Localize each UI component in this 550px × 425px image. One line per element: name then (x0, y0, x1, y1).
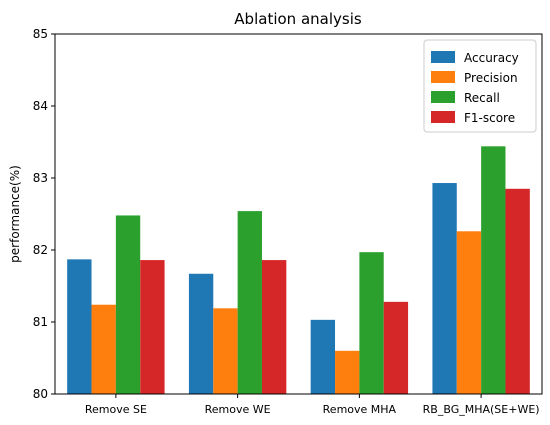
y-axis-label: performance(%) (8, 165, 22, 263)
bar-accuracy-2 (310, 319, 336, 394)
legend-swatch-precision (431, 71, 455, 83)
bar-f1-score-3 (505, 188, 530, 394)
bar-accuracy-0 (67, 259, 92, 394)
legend-swatch-f1-score (431, 111, 455, 123)
plot-frame (54, 33, 543, 395)
legend-label-f1-score: F1-score (464, 111, 515, 125)
y-tick-label: 80 (33, 387, 48, 401)
legend-label-precision: Precision (464, 71, 518, 85)
bar-recall-2 (359, 252, 384, 394)
legend: Accuracy Precision Recall F1-score (423, 39, 537, 133)
bar-f1-score-1 (261, 260, 287, 394)
bar-f1-score-2 (383, 301, 409, 394)
bar-recall-1 (237, 211, 262, 394)
y-tick-label: 82 (33, 243, 48, 257)
bar-accuracy-3 (432, 183, 457, 394)
legend-label-recall: Recall (464, 91, 500, 105)
bar-precision-0 (91, 304, 116, 394)
chart-title: Ablation analysis (234, 10, 362, 28)
x-ticks-group: Remove SE Remove WE Remove MHA RB_BG_MHA(SE… (85, 394, 540, 416)
bars-group (67, 146, 530, 394)
y-ticks-group: 80 81 82 83 84 85 (33, 27, 55, 401)
legend-swatch-accuracy (431, 51, 455, 63)
bar-precision-3 (456, 231, 482, 394)
y-tick-label: 84 (33, 99, 48, 113)
bar-recall-0 (115, 215, 141, 394)
bar-precision-2 (335, 350, 360, 394)
bar-accuracy-1 (188, 273, 214, 394)
bar-f1-score-0 (140, 260, 165, 394)
y-tick-label: 83 (33, 171, 48, 185)
x-tick-label: Remove WE (205, 403, 271, 416)
y-tick-label: 81 (33, 315, 48, 329)
x-tick-label: Remove MHA (323, 403, 397, 416)
legend-label-accuracy: Accuracy (464, 51, 519, 65)
x-tick-label: Remove SE (85, 403, 147, 416)
bar-recall-3 (481, 146, 506, 394)
x-tick-label: RB_BG_MHA(SE+WE) (423, 403, 540, 416)
y-tick-label: 85 (33, 27, 48, 41)
bar-precision-1 (213, 308, 238, 394)
legend-swatch-recall (431, 91, 455, 103)
